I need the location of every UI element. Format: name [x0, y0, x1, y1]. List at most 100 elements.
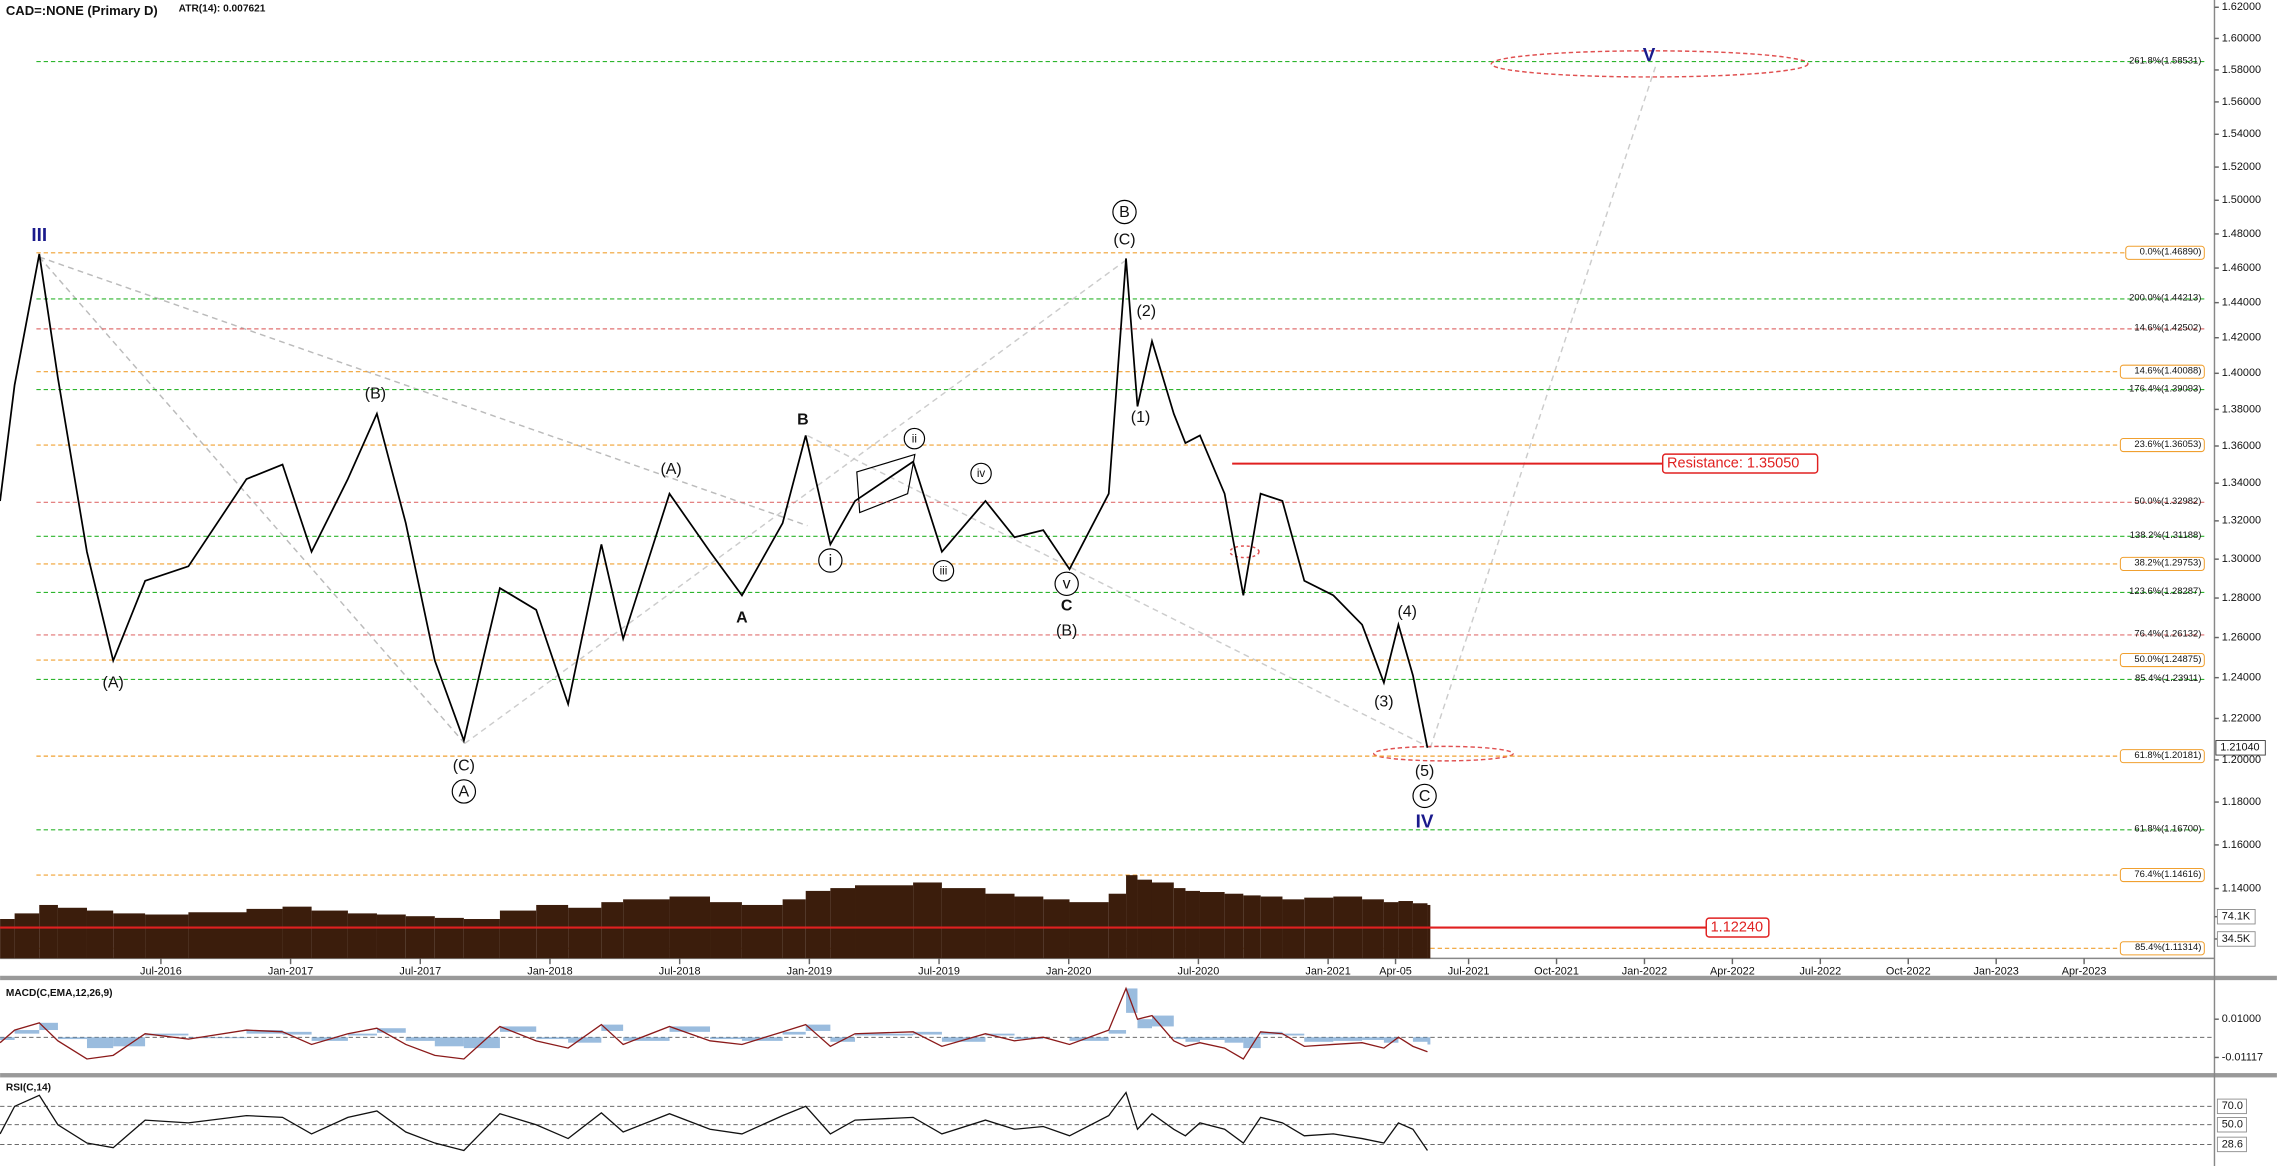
wave-label: ii — [912, 432, 917, 445]
y-tick-label: 1.42000 — [2222, 332, 2261, 344]
y-tick-box — [2216, 1098, 2247, 1115]
volume-bar — [405, 916, 435, 959]
chart-title: CAD=:NONE (Primary D) — [6, 3, 158, 18]
x-tick-label: Apr-2023 — [2062, 965, 2107, 977]
x-tick-label: Jan-2022 — [1622, 965, 1667, 977]
y-tick-label: 1.22000 — [2222, 712, 2261, 724]
volume-bar — [246, 908, 283, 959]
wave-label: iv — [977, 467, 986, 480]
macd-hist — [741, 1037, 783, 1041]
macd-hist — [113, 1037, 146, 1047]
level-label: 23.6%(1.36053) — [2134, 438, 2201, 449]
level-label: 76.4%(1.14616) — [2134, 868, 2201, 879]
volume-bar — [1362, 899, 1384, 959]
macd-hist — [405, 1037, 435, 1041]
y-tick-label: 1.14000 — [2222, 882, 2261, 894]
x-tick-label: Jul-2019 — [918, 965, 960, 977]
level-label: 50.0%(1.24875) — [2134, 653, 2201, 664]
series-line — [0, 253, 1429, 748]
y-tick-label: 34.5K — [2222, 933, 2251, 945]
x-tick-label: Apr-05 — [1379, 965, 1412, 977]
atr-label: ATR(14): 0.007621 — [179, 3, 266, 14]
y-tick-box — [2216, 1136, 2247, 1153]
wave-label: (C) — [1113, 232, 1135, 249]
wave-label: (4) — [1397, 603, 1417, 620]
level-label: 61.8%(1.20181) — [2134, 749, 2201, 760]
volume-bar — [113, 913, 146, 959]
wave-label: v — [1063, 576, 1071, 593]
macd-hist — [1383, 1037, 1399, 1043]
y-tick-label: -0.01117 — [2222, 1051, 2263, 1063]
level-label: 123.6%(1.28287) — [2129, 585, 2201, 596]
y-tick-label: 1.48000 — [2222, 228, 2261, 240]
wave-circle — [970, 462, 992, 485]
wave-label: A — [459, 783, 470, 800]
level-box — [1661, 453, 1819, 474]
volume-bar — [1137, 879, 1152, 959]
y-tick-label: 1.24000 — [2222, 672, 2261, 684]
y-tick-label: 1.38000 — [2222, 403, 2261, 415]
wave-line — [807, 434, 1431, 749]
macd-hist — [282, 1031, 312, 1035]
volume-bar — [14, 913, 40, 959]
macd-hist — [434, 1037, 464, 1047]
y-tick-label: 1.18000 — [2222, 796, 2261, 808]
volume-bar — [941, 888, 986, 959]
macd-hist — [246, 1030, 283, 1034]
level-box — [2125, 245, 2205, 260]
wave-label: B — [1119, 204, 1130, 221]
y-tick-label: 50.0 — [2222, 1119, 2243, 1131]
volume-bar — [1126, 875, 1138, 959]
volume-bar — [282, 906, 312, 959]
volume-bar — [855, 885, 914, 959]
wave-label: V — [1643, 44, 1656, 65]
macd-hist — [1185, 1037, 1200, 1042]
macd-hist — [1304, 1037, 1334, 1042]
level-box — [2119, 556, 2205, 571]
macd-hist — [347, 1033, 377, 1036]
volume-bar — [1043, 899, 1070, 959]
level-label: 138.2%(1.31188) — [2130, 529, 2202, 540]
macd-hist — [623, 1037, 670, 1041]
wave-label: C — [1061, 598, 1073, 615]
volume-bar — [568, 907, 602, 959]
wave-label: (2) — [1137, 303, 1157, 320]
macd-hist — [1333, 1037, 1363, 1041]
macd-hist — [1282, 1033, 1305, 1036]
wave-label: (B) — [1056, 622, 1077, 639]
series-line — [0, 986, 1428, 1060]
last-price-label: 1.21040 — [2220, 742, 2259, 754]
x-tick-label: Oct-2022 — [1886, 965, 1931, 977]
volume-bar — [782, 899, 806, 959]
wave-circle — [1054, 571, 1079, 596]
level-box — [1705, 917, 1770, 938]
macd-hist — [669, 1026, 711, 1032]
y-tick-label: 1.56000 — [2222, 96, 2261, 108]
volume-bar — [39, 904, 58, 959]
level-box — [2119, 652, 2205, 668]
x-tick-label: Oct-2021 — [1534, 965, 1579, 977]
volume-bar — [1383, 902, 1399, 959]
y-tick-label: 1.28000 — [2222, 592, 2261, 604]
volume-bar — [1185, 890, 1200, 959]
macd-hist — [1108, 1030, 1127, 1034]
volume-bar — [623, 899, 670, 959]
wave-label: C — [1419, 788, 1431, 805]
target-ellipse — [1373, 745, 1514, 762]
level-label: 176.4%(1.39093) — [2129, 382, 2201, 393]
macd-hist — [1412, 1037, 1428, 1042]
level-label: 61.8%(1.16700) — [2134, 823, 2201, 834]
volume-bar — [710, 902, 742, 959]
macd-hist — [710, 1037, 742, 1040]
volume-bar — [347, 913, 377, 959]
y-tick-label: 1.50000 — [2222, 194, 2261, 206]
volume-bar — [0, 919, 15, 959]
x-tick-label: Jul-2017 — [399, 965, 441, 977]
x-tick-label: Jul-2018 — [659, 965, 701, 977]
macd-hist — [499, 1026, 537, 1032]
macd-hist — [376, 1028, 406, 1033]
level-box-label: 1.12240 — [1711, 919, 1763, 935]
wave-label: (3) — [1374, 693, 1394, 710]
volume-bar — [1069, 902, 1109, 959]
y-tick-label: 1.54000 — [2222, 128, 2261, 140]
